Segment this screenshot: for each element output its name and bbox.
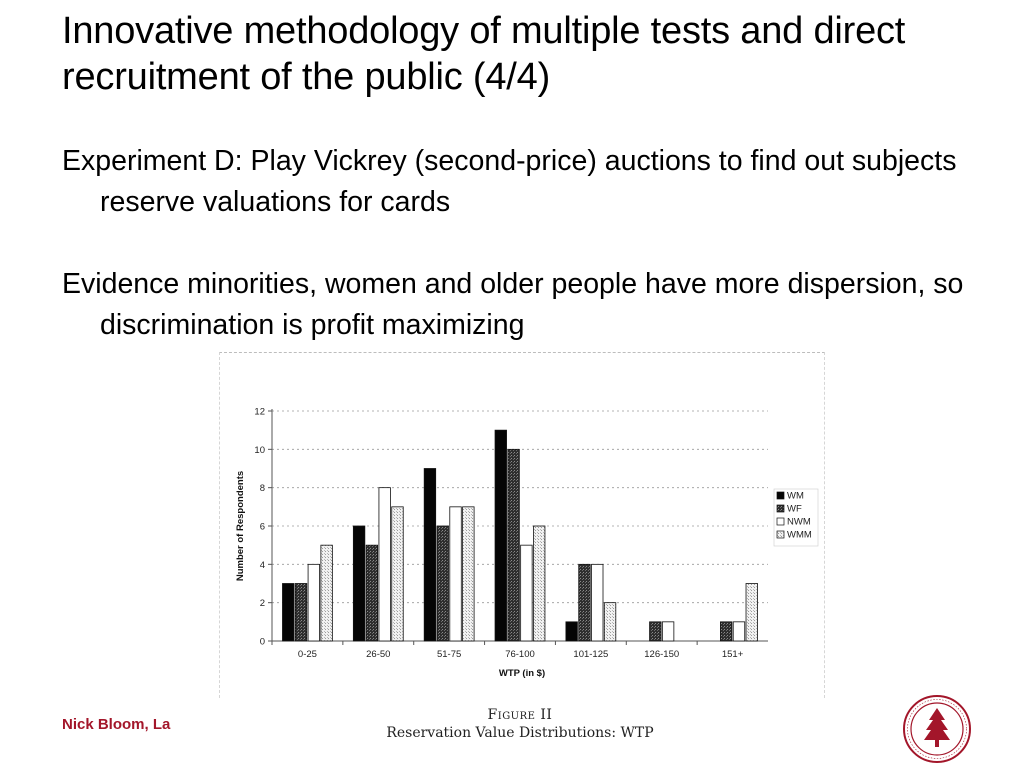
y-tick-label: 2 (260, 598, 265, 609)
figure-caption-text: Reservation Value Distributions: WTP (386, 725, 654, 741)
bar-nwm (520, 544, 533, 642)
legend-label-wf: WF (787, 504, 802, 515)
bar-wmm (603, 602, 617, 642)
x-tick-label: 76-100 (505, 649, 535, 660)
y-tick-label: 8 (260, 483, 265, 494)
bar-wf (507, 448, 520, 642)
y-axis-label: Number of Respondents (235, 471, 246, 581)
bar-wm (565, 621, 578, 642)
bullet-evidence: Evidence minorities, women and older peo… (62, 268, 964, 341)
legend-swatch-wmm (776, 530, 785, 539)
y-tick-label: 4 (260, 560, 265, 571)
bar-nwm (449, 506, 462, 642)
y-tick-label: 10 (254, 445, 265, 456)
figure-label: Figure II (487, 707, 553, 723)
y-tick-label: 12 (254, 407, 265, 418)
x-tick-label: 151+ (722, 649, 744, 660)
bar-nwm (661, 621, 675, 642)
university-seal-icon (903, 695, 971, 763)
x-tick-label: 51-75 (437, 649, 461, 660)
bar-wf (365, 544, 379, 642)
bullet-experiment-d: Experiment D: Play Vickrey (second-price… (62, 145, 957, 218)
x-tick-label: 26-50 (366, 649, 390, 660)
bar-wf (578, 563, 591, 642)
bar-wmm (391, 506, 404, 642)
bar-wf (649, 621, 662, 642)
legend-swatch-wm (776, 491, 785, 500)
bar-wf (720, 621, 733, 642)
bar-wm (352, 525, 366, 642)
y-tick-label: 0 (260, 637, 265, 648)
slide-title: Innovative methodology of multiple tests… (62, 10, 906, 98)
bar-nwm (591, 563, 604, 642)
bar-wmm (320, 544, 333, 642)
figure-caption: Figure II Reservation Value Distribution… (330, 707, 710, 741)
y-tick-label: 6 (260, 522, 265, 533)
legend-label-wmm: WMM (787, 530, 812, 541)
x-tick-label: 126-150 (644, 649, 679, 660)
bar-wmm (745, 583, 758, 642)
bar-wf (294, 583, 308, 642)
legend-swatch-nwm (776, 517, 785, 526)
bar-wmm (533, 525, 546, 642)
bar-nwm (732, 621, 746, 642)
footer-author: Nick Bloom, La (62, 716, 171, 733)
bar-wm (282, 583, 295, 642)
bar-nwm (307, 563, 320, 642)
x-axis-label: WTP (in $) (499, 668, 545, 679)
x-tick-label: 101-125 (573, 649, 608, 660)
legend-label-wm: WM (787, 491, 804, 502)
x-tick-label: 0-25 (298, 649, 317, 660)
wtp-bar-chart: 0 2 4 6 8 10 12 0-25 26-50 51-75 76-100 101-125 126-… (235, 407, 819, 679)
figure-panel: 0 2 4 6 8 10 12 0-25 26-50 51-75 76-100 101-125 126-… (219, 352, 825, 698)
bar-wm (494, 429, 507, 642)
bar-wmm (462, 506, 475, 642)
bar-wf (436, 525, 449, 642)
bar-nwm (378, 487, 391, 642)
bar-wm (423, 468, 437, 642)
legend-label-nwm: NWM (787, 517, 811, 528)
legend-swatch-wf (776, 504, 785, 513)
